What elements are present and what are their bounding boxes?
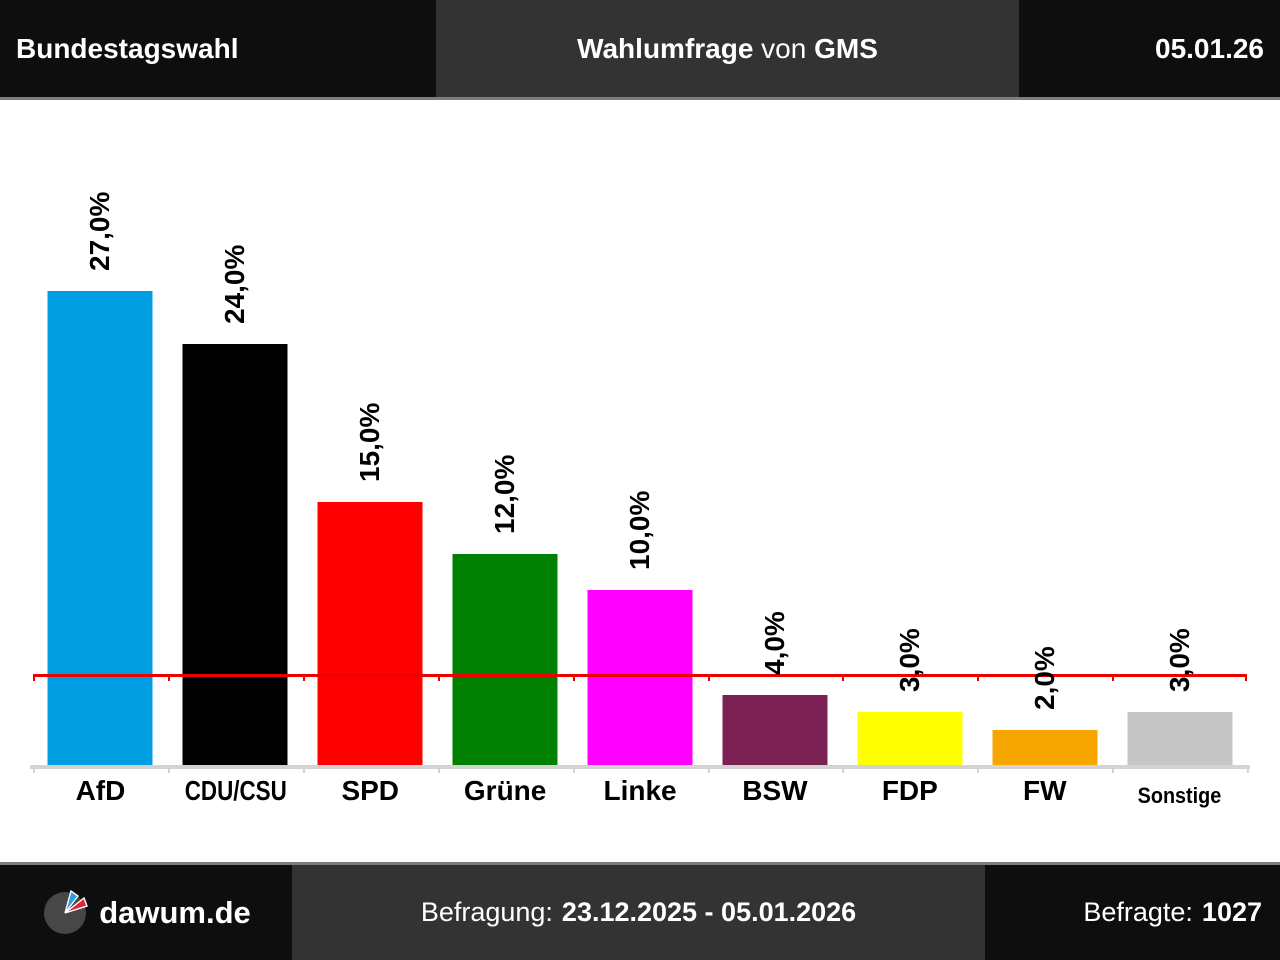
bar-slot-FW: 2,0% (977, 120, 1112, 765)
header-survey-title: Wahlumfrage von GMS (436, 0, 1019, 97)
bar-slot-BSW: 4,0% (708, 120, 843, 765)
x-axis-label-text: BSW (742, 775, 808, 806)
bar-value-label: 15,0% (354, 402, 386, 482)
axis-tick (167, 769, 170, 773)
axis-tick (842, 769, 845, 773)
threshold-line (33, 674, 1248, 682)
dawum-logo-icon (44, 889, 89, 934)
bar-slot-FDP: 3,0% (842, 120, 977, 765)
x-axis-label-CDU/CSU: CDU/CSU (168, 775, 303, 807)
threshold-tick (977, 677, 980, 682)
x-axis-label-BSW: BSW (708, 775, 843, 807)
bar-AfD (47, 291, 153, 765)
bar-value-label: 24,0% (219, 244, 251, 324)
threshold-tick (1245, 677, 1248, 682)
bar-BSW (722, 694, 828, 765)
bar-slot-Sonstige: 3,0% (1112, 120, 1247, 765)
x-axis-label-Grüne: Grüne (438, 775, 573, 807)
plot-area: 27,0% 24,0% 15,0% 12,0% 10,0% 4,0% 3,0% 2,0% 3,0… (33, 120, 1248, 765)
x-axis-label-text: FDP (881, 775, 938, 806)
footer-survey-period: Befragung: 23.12.2025 - 05.01.2026 (292, 865, 985, 960)
threshold-tick (1112, 677, 1115, 682)
bar-slot-AfD: 27,0% (33, 120, 168, 765)
axis-tick (977, 769, 980, 773)
brand-name: dawum.de (99, 894, 251, 930)
x-axis-label-AfD: AfD (33, 775, 168, 807)
x-axis-label-FDP: FDP (842, 775, 977, 807)
footer: dawum.de Befragung: 23.12.2025 - 05.01.2… (0, 862, 1280, 960)
bar-value-label: 10,0% (624, 490, 656, 570)
threshold-tick (707, 677, 710, 682)
axis-tick (1247, 769, 1250, 773)
header-election-title: Bundestagswahl (0, 0, 436, 97)
axis-tick (33, 769, 35, 773)
x-axis-label-Sonstige: Sonstige (1112, 775, 1247, 809)
x-axis-label-text: SPD (341, 775, 400, 806)
bar-value-label: 27,0% (84, 191, 116, 272)
bar-value-label: 12,0% (489, 455, 521, 535)
survey-period-label: Befragung: (420, 897, 553, 927)
bar-CDU/CSU (182, 343, 288, 765)
bar-slot-CDU/CSU: 24,0% (168, 120, 303, 765)
threshold-tick (33, 677, 35, 682)
footer-brand: dawum.de (0, 865, 292, 960)
survey-institute: GMS (814, 32, 878, 64)
threshold-tick (167, 677, 170, 682)
survey-title-part2: von (753, 32, 815, 64)
election-title-text: Bundestagswahl (16, 32, 239, 64)
bar-value-label: 3,0% (1163, 628, 1195, 693)
axis-tick (437, 769, 440, 773)
bar-slot-Linke: 10,0% (573, 120, 708, 765)
axis-tick (707, 769, 710, 773)
x-axis-label-FW: FW (977, 775, 1112, 807)
respondents-value: 1027 (1201, 897, 1262, 927)
bar-Sonstige (1127, 712, 1233, 765)
x-axis-label-Linke: Linke (573, 775, 708, 807)
threshold-tick (302, 677, 305, 682)
x-axis-labels: AfD CDU/CSU SPD Grüne Linke BSW FDP FW Sonstige (33, 775, 1247, 820)
bar-FDP (857, 712, 963, 765)
header-date: 05.01.26 (1019, 0, 1280, 97)
axis-tick (572, 769, 575, 773)
x-axis-label-text: Grüne (463, 775, 547, 806)
x-axis-label-text: CDU/CSU (184, 775, 287, 806)
survey-period-value: 23.12.2025 - 05.01.2026 (561, 897, 857, 927)
header-date-text: 05.01.26 (1155, 32, 1264, 64)
x-axis-label-text: Sonstige (1137, 783, 1222, 808)
bar-SPD (317, 501, 423, 765)
x-axis-label-text: Linke (603, 775, 677, 806)
survey-title-part1: Wahlumfrage (577, 32, 754, 64)
threshold-tick (842, 677, 845, 682)
respondents-label: Befragte: (1083, 897, 1193, 927)
threshold-tick (572, 677, 575, 682)
bar-Linke (587, 589, 693, 765)
x-axis-line (30, 765, 1250, 773)
x-axis-label-text: AfD (75, 775, 126, 806)
bar-slot-Grüne: 12,0% (438, 120, 573, 765)
axis-tick (1112, 769, 1115, 773)
bar-value-label: 4,0% (758, 610, 790, 675)
x-axis-label-SPD: SPD (303, 775, 438, 807)
bar-slot-SPD: 15,0% (303, 120, 438, 765)
bar-value-label: 2,0% (1028, 646, 1060, 710)
axis-tick (302, 769, 305, 773)
header: Bundestagswahl Wahlumfrage von GMS 05.01… (0, 0, 1280, 100)
bar-FW (992, 729, 1098, 765)
bar-value-label: 3,0% (893, 628, 925, 693)
x-axis-label-text: FW (1022, 775, 1067, 806)
footer-respondents: Befragte: 1027 (985, 865, 1280, 960)
bar-Grüne (452, 554, 558, 765)
threshold-tick (437, 677, 440, 682)
